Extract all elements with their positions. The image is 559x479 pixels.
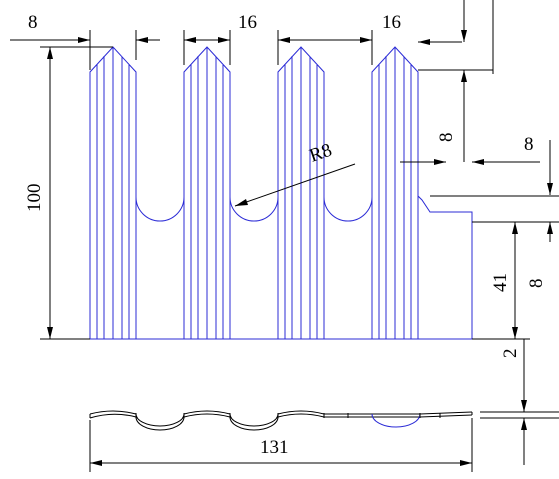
dim-label-radius: R8 [307, 140, 335, 167]
dim-label-slot-gap-left: 16 [238, 12, 257, 33]
dim-label-side-step: 8 [436, 133, 457, 143]
dim-slot-gap-right: 16 [277, 12, 401, 65]
dim-label-side-offset: 8 [524, 134, 534, 155]
dim-lower-height: 41 [490, 222, 518, 339]
dim-radius: R8 [234, 140, 356, 207]
dim-label-lower-height: 41 [490, 273, 511, 292]
profile-outer [89, 410, 473, 427]
dim-total-width: 131 [89, 418, 473, 472]
dim-step-extensions [430, 195, 559, 223]
slot-arc-2 [229, 196, 279, 222]
tooth-1 [89, 46, 137, 339]
dim-tip-width: 8 [10, 12, 160, 70]
dim-label-right-gap: 8 [526, 279, 547, 289]
slot-arc-1 [135, 196, 185, 222]
bottom-view [89, 410, 473, 431]
dim-side-offset: 8 [472, 134, 553, 195]
dim-label-height-total: 100 [24, 184, 45, 213]
dim-top-right [418, 0, 494, 74]
tooth-2 [183, 46, 231, 339]
dim-label-thickness: 2 [500, 349, 521, 359]
front-view [89, 46, 473, 340]
tooth-3 [277, 46, 325, 339]
dim-side-step: 8 [400, 70, 467, 165]
profile-highlight [371, 413, 421, 428]
dim-thickness: 2 [472, 338, 559, 465]
tooth-4 [371, 46, 473, 339]
dim-label-slot-gap-right: 16 [382, 12, 401, 33]
dim-slot-gap-left: 16 [183, 12, 257, 65]
dim-label-tip-width: 8 [28, 12, 38, 33]
slot-arc-3 [323, 196, 373, 222]
dim-height-total: 100 [24, 46, 113, 340]
dim-label-total-width: 131 [260, 437, 289, 458]
dim-right-gap: 8 [526, 222, 553, 288]
